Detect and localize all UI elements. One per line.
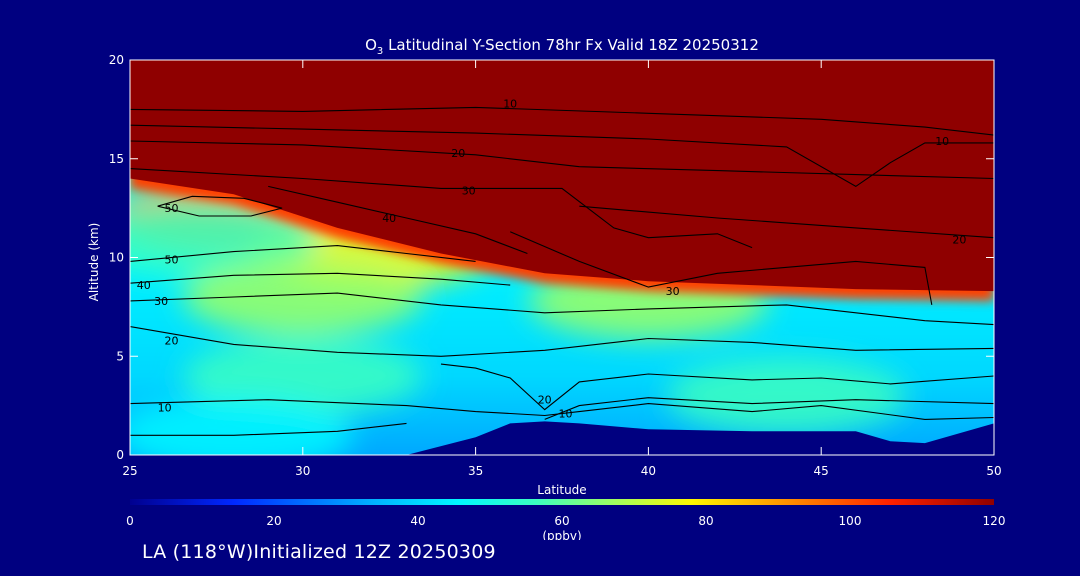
x-tick-label: 45 — [814, 464, 829, 478]
contour-line-1 — [130, 124, 994, 188]
contour-line-3 — [579, 205, 994, 239]
contour-label-7: 50 — [165, 202, 179, 215]
colorbar-tick-label: 100 — [839, 514, 862, 528]
contour-line-8 — [130, 245, 476, 262]
hotspot-5 — [182, 338, 423, 414]
x-tick-label: 25 — [122, 464, 137, 478]
colorbar-tick-label: 0 — [126, 514, 134, 528]
y-tick-label: 5 — [116, 349, 124, 363]
contour-line-14 — [544, 397, 994, 420]
y-axis-label: Altitude (km) — [87, 223, 101, 302]
y-tick-label: 15 — [109, 152, 124, 166]
contour-label-11: 20 — [165, 334, 179, 347]
contour-line-11 — [130, 326, 994, 357]
contour-line-6 — [268, 185, 528, 255]
title-prefix: O — [365, 36, 377, 54]
contour-label-10: 30 — [154, 295, 168, 308]
contour-line-7 — [157, 195, 283, 217]
y-tick-label: 10 — [109, 251, 124, 265]
svg-text:O3 Latitudinal Y-Section 78hr: O3 Latitudinal Y-Section 78hr Fx Valid 1… — [365, 36, 759, 57]
contour-line-2 — [130, 140, 994, 180]
title-rest: Latitudinal Y-Section 78hr Fx Valid 18Z … — [383, 36, 759, 54]
contour-label-3: 20 — [952, 234, 966, 247]
colorbar-tick-label: 40 — [410, 514, 425, 528]
contour-line-12 — [440, 363, 994, 411]
ozone-cross-section-chart: O3 Latitudinal Y-Section 78hr Fx Valid 1… — [87, 36, 1005, 543]
x-tick-label: 50 — [986, 464, 1001, 478]
hotspot-3 — [182, 259, 423, 335]
contour-line-4 — [130, 168, 753, 249]
contour-label-8: 50 — [165, 254, 179, 267]
chart-title: O3 Latitudinal Y-Section 78hr Fx Valid 1… — [365, 36, 759, 57]
x-axis-label: Latitude — [537, 483, 586, 497]
colorbar-tick-label: 80 — [698, 514, 713, 528]
contour-label-0: 10 — [503, 97, 517, 110]
contour-line-15 — [130, 422, 407, 436]
terrain-mask — [406, 421, 994, 455]
colorbar-unit-label: (ppbv) — [542, 529, 581, 540]
contour-label-14: 10 — [559, 408, 573, 421]
contour-label-13: 10 — [158, 402, 172, 415]
y-tick-label: 20 — [109, 53, 124, 67]
contour-label-6: 40 — [382, 212, 396, 225]
contour-label-1: 10 — [935, 135, 949, 148]
contour-label-12: 20 — [538, 394, 552, 407]
colorbar-ticks: 0 20 40 60 80 100 120 — [126, 514, 1005, 528]
colorbar-tick-label: 120 — [983, 514, 1006, 528]
contour-line-9 — [130, 272, 511, 286]
y-tick-label: 0 — [116, 448, 124, 462]
contour-line-10 — [130, 292, 994, 326]
hotspot-7 — [130, 397, 354, 455]
x-tick-label: 30 — [295, 464, 310, 478]
x-tick-label: 40 — [641, 464, 656, 478]
colorbar — [130, 499, 994, 505]
contour-line-0 — [130, 106, 994, 136]
initialization-footer: LA (118°W)Initialized 12Z 20250309 — [142, 541, 496, 563]
contour-line-5 — [509, 231, 933, 305]
title-subscript: 3 — [377, 46, 383, 57]
x-axis: 25 30 35 40 45 50 — [122, 60, 1002, 478]
contour-label-4: 30 — [462, 184, 476, 197]
colorbar-tick-label: 60 — [554, 514, 569, 528]
hotspot-6 — [666, 357, 907, 434]
contour-line-13 — [130, 399, 994, 420]
contour-label-2: 20 — [451, 147, 465, 160]
contour-label-5: 30 — [666, 285, 680, 298]
y-axis: 0 5 10 15 20 — [109, 53, 994, 462]
colorbar-tick-label: 20 — [266, 514, 281, 528]
contour-label-9: 40 — [137, 279, 151, 292]
x-tick-label: 35 — [468, 464, 483, 478]
